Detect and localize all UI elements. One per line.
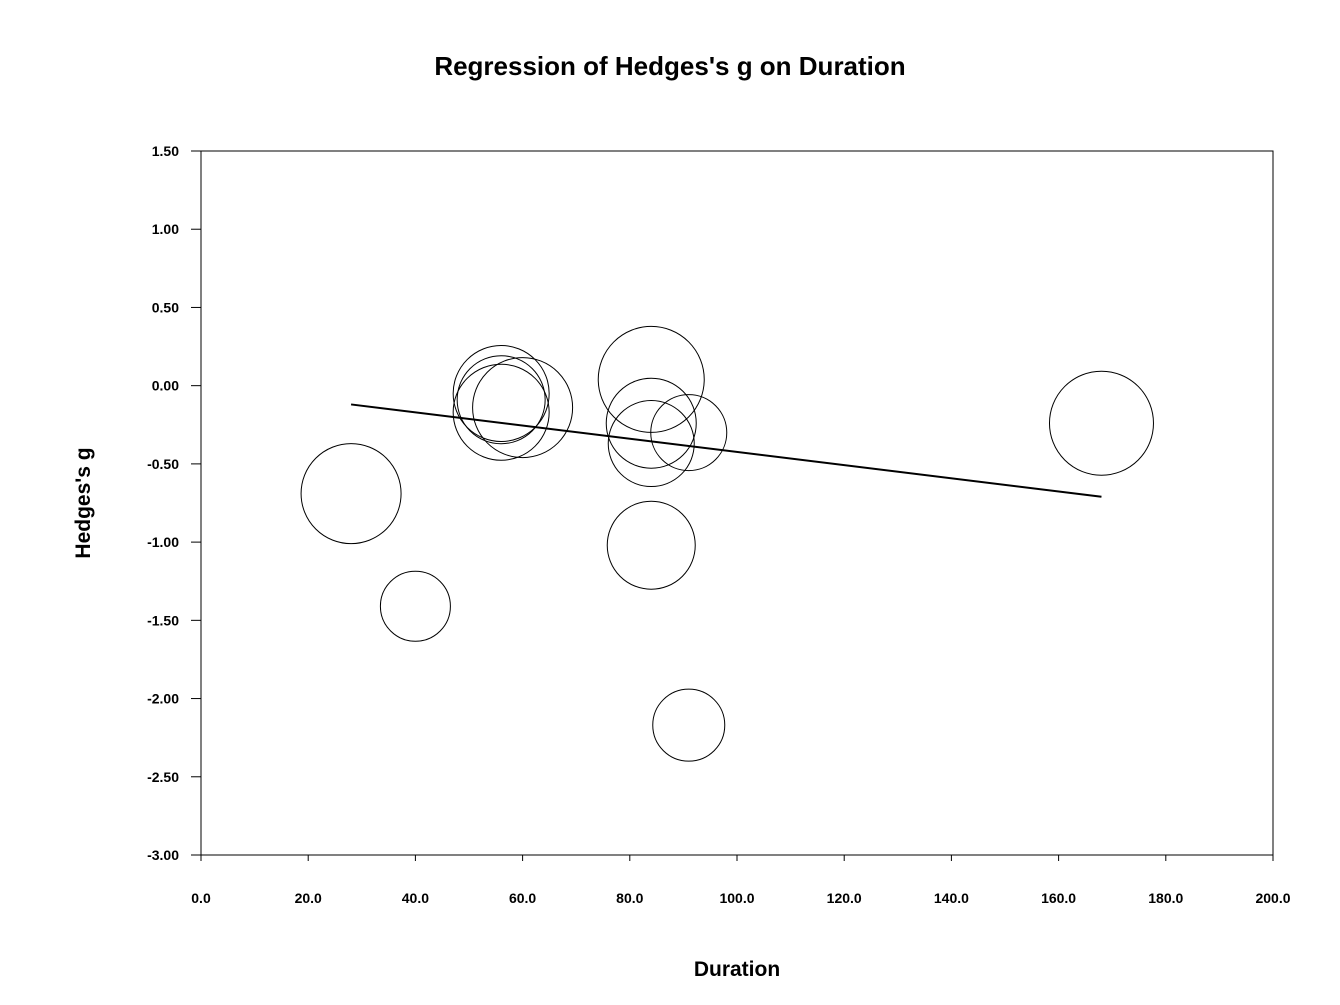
x-tick-label: 140.0 xyxy=(934,890,969,906)
x-tick-label: 180.0 xyxy=(1148,890,1183,906)
data-point-bubble xyxy=(472,357,574,459)
y-tick-label: 0.50 xyxy=(152,299,179,315)
x-tick-label: 40.0 xyxy=(402,890,429,906)
regression-line xyxy=(350,403,1102,498)
data-point-bubble xyxy=(652,688,726,762)
regression-line-group xyxy=(350,403,1102,498)
data-point-bubble xyxy=(300,443,402,545)
data-point-bubble xyxy=(456,355,546,445)
x-tick-label: 200.0 xyxy=(1255,890,1290,906)
data-point-bubble xyxy=(379,570,451,642)
x-tick-label: 0.0 xyxy=(191,890,211,906)
x-axis: 0.0 20.0 40.0 60.0 80.0 100.0 120.0 140.0 160.0 1… xyxy=(191,855,1291,906)
data-point-bubble xyxy=(607,400,695,488)
y-tick-label: -2.00 xyxy=(147,691,179,707)
chart-title: Regression of Hedges's g on Duration xyxy=(434,51,905,81)
data-point-bubble xyxy=(452,363,550,461)
data-point-bubble xyxy=(605,377,697,469)
x-axis-title: Duration xyxy=(694,958,780,981)
y-tick-label: -1.50 xyxy=(147,612,179,628)
data-point-bubble xyxy=(606,500,696,590)
y-tick-label: -2.50 xyxy=(147,769,179,785)
data-points xyxy=(300,325,1154,762)
y-tick-label: -1.00 xyxy=(147,534,179,550)
x-tick-label: 120.0 xyxy=(827,890,862,906)
x-tick-label: 80.0 xyxy=(616,890,643,906)
y-axis-title: Hedges's g xyxy=(72,447,95,558)
data-point-bubble xyxy=(452,344,550,442)
x-tick-label: 20.0 xyxy=(295,890,322,906)
y-tick-label: 1.00 xyxy=(152,221,179,237)
data-point-bubble xyxy=(597,325,705,433)
y-tick-label: -3.00 xyxy=(147,847,179,863)
data-point-bubble xyxy=(650,394,728,472)
y-tick-label: -0.50 xyxy=(147,456,179,472)
plot-area xyxy=(200,150,1274,856)
y-tick-label: 0.00 xyxy=(152,378,179,394)
x-tick-label: 160.0 xyxy=(1041,890,1076,906)
y-tick-label: 1.50 xyxy=(152,143,179,159)
x-tick-label: 60.0 xyxy=(509,890,536,906)
data-point-bubble xyxy=(1048,370,1154,476)
x-tick-label: 100.0 xyxy=(719,890,754,906)
y-axis: 1.50 1.00 0.50 0.00 -0.50 -1.00 -1.50 -2.00 -2.5… xyxy=(147,143,201,863)
